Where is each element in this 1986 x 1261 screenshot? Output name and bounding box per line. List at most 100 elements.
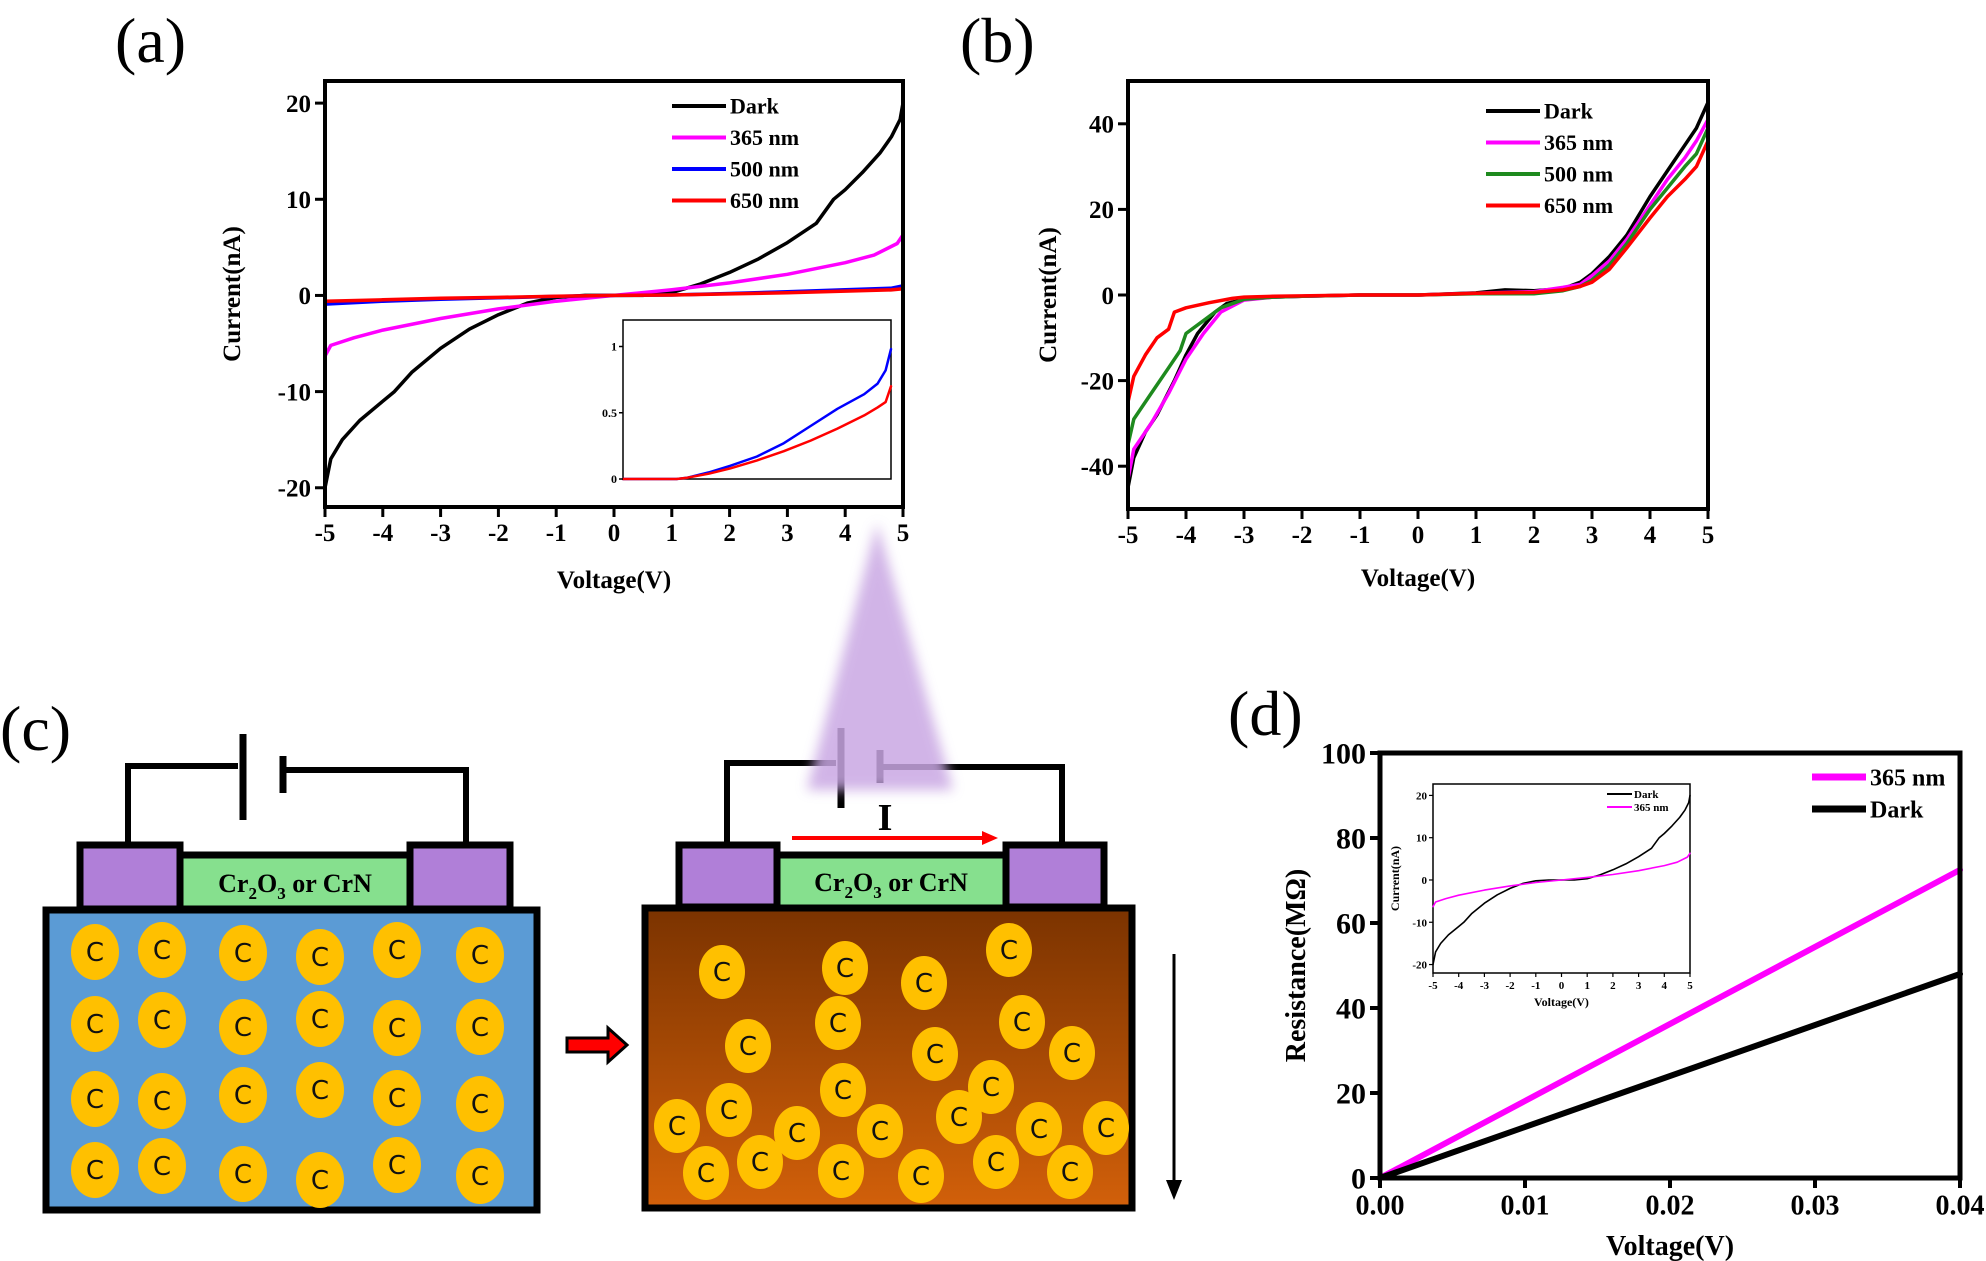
carbon-particle-body [774,1106,820,1160]
carbon-particle: C [901,956,947,1010]
carbon-particle-label: C [311,1166,329,1196]
carbon-particle-label: C [788,1119,806,1149]
carbon-particle-body [296,991,344,1047]
carbon-particle: C [296,929,344,985]
carbon-particle: C [456,1076,504,1132]
carbon-particle-label: C [388,936,406,966]
y-tick-label: 20 [1089,197,1114,224]
carbon-particle: C [71,1071,119,1127]
carbon-particle: C [699,945,745,999]
carbon-particle: C [219,925,267,981]
carbon-particle-body [818,1144,864,1198]
electrode-right [406,841,514,913]
carbon-particle: C [1016,1102,1062,1156]
carbon-particle-body [737,1135,783,1189]
carbon-particle-label: C [1030,1115,1048,1145]
carbon-particle-label: C [311,1076,329,1106]
x-tick-label: 0.04 [1936,1191,1985,1222]
carbon-particle-body [296,929,344,985]
carbon-particle-body [1083,1101,1129,1155]
carbon-particle-label: C [915,969,933,999]
carbon-particle: C [986,923,1032,977]
x-tick-label: 5 [1702,522,1715,549]
y-tick-label: 10 [286,187,311,214]
x-tick-label: 0.01 [1501,1191,1550,1222]
legend-label: 365 nm [1870,765,1945,791]
series-line-365-nm [1126,117,1710,481]
carbon-particle-body [71,996,119,1052]
carbon-particle-label: C [950,1103,968,1133]
x-tick-label: 1 [1470,522,1483,549]
carbon-particle: C [71,1142,119,1198]
chart-d-resistance: 0.00 0.01 0.02 0.03 0.04020406080100Voltage(… [1281,738,1985,1261]
carbon-particle-body [822,941,868,995]
y-tick-label: -20 [1081,368,1114,395]
carbon-particle-label: C [234,1081,252,1111]
inset-x-tick-label: 5 [1687,980,1693,992]
inset-x-tick-label: 3 [1636,980,1642,992]
circuit-wire-right [282,767,469,842]
y-tick-label: 40 [1089,112,1114,139]
inset-x-tick-label: -3 [1480,980,1490,992]
carbon-particle-label: C [153,1087,171,1117]
carbon-particle-body [296,1062,344,1118]
inset-y-tick-label: 0 [611,472,617,486]
carbon-particle-body [999,995,1045,1049]
legend-label: 500 nm [1544,162,1613,187]
y-tick-label: 80 [1336,823,1366,856]
inset-x-tick-label: -2 [1506,980,1516,992]
legend-label: 650 nm [730,188,799,213]
carbon-particle: C [898,1149,944,1203]
y-tick-label: 0 [1102,283,1115,310]
carbon-particle-body [968,1060,1014,1114]
carbon-particle: C [138,1073,186,1129]
carbon-particle: C [71,924,119,980]
carbon-particle: C [296,991,344,1047]
panel-label-c: (c) [0,693,71,764]
carbon-particle: C [373,1137,421,1193]
inset-x-axis-title: Voltage(V) [1534,995,1589,1009]
carbon-particle-body [138,992,186,1048]
y-tick-label: 0 [299,283,312,310]
x-tick-label: -2 [1292,522,1313,549]
carbon-particle: C [373,922,421,978]
series-line-500-nm [1126,126,1710,447]
x-tick-label: 4 [1644,522,1657,549]
y-tick-label: -20 [278,476,311,503]
x-tick-label: -5 [315,520,336,547]
carbon-particle-label: C [234,1160,252,1190]
carbon-particle-body [973,1135,1019,1189]
panel-label-d: (d) [1228,678,1303,749]
legend-label: Dark [1544,99,1594,124]
inset-y-tick-label: 20 [1416,790,1428,802]
carbon-particle: C [373,1000,421,1056]
carbon-particle: C [71,996,119,1052]
carbon-particle-label: C [86,1156,104,1186]
settling-arrow-head-icon [1166,1180,1182,1200]
carbon-particle-label: C [912,1162,930,1192]
series-line-650-nm [323,286,905,303]
carbon-particle-label: C [829,1009,847,1039]
carbon-particle-label: C [1061,1158,1079,1188]
carbon-particle-label: C [982,1073,1000,1103]
x-tick-label: 5 [897,520,910,547]
carbon-particle-label: C [739,1032,757,1062]
inset-y-tick-label: -20 [1412,960,1427,972]
series-line-650-nm [1126,139,1710,404]
carbon-particle-body [683,1146,729,1200]
transition-arrow-icon [565,1024,630,1066]
inset-legend-label: 365 nm [1634,802,1669,814]
inset-x-tick-label: -4 [1454,980,1464,992]
y-tick-label: -40 [1081,454,1114,481]
carbon-particle-label: C [1097,1114,1115,1144]
carbon-particle: C [737,1135,783,1189]
y-tick-label: 100 [1321,738,1366,771]
carbon-particle: C [138,922,186,978]
carbon-particle-label: C [871,1117,889,1147]
inset-x-tick-label: -1 [1531,980,1540,992]
carbon-particle-body [986,923,1032,977]
circuit-wire-left-after [724,760,836,842]
y-tick-label: 0 [1351,1163,1366,1196]
carbon-particle-body [456,999,504,1055]
